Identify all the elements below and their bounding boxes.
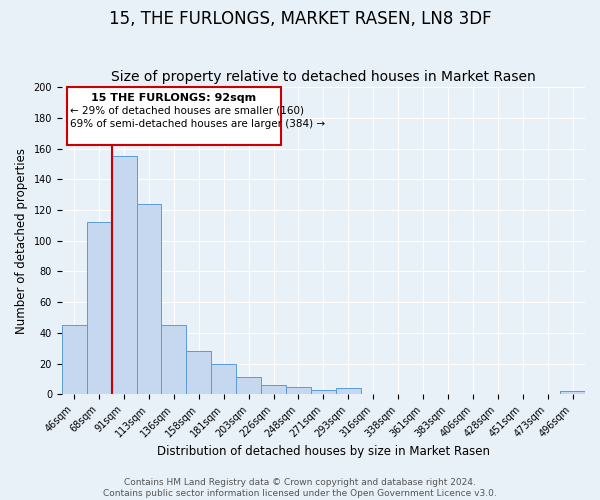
FancyBboxPatch shape: [67, 87, 281, 146]
Bar: [137, 204, 161, 394]
Bar: [211, 364, 236, 394]
Bar: [560, 391, 585, 394]
Bar: [261, 385, 286, 394]
Text: ← 29% of detached houses are smaller (160): ← 29% of detached houses are smaller (16…: [70, 106, 304, 116]
Text: Contains HM Land Registry data © Crown copyright and database right 2024.
Contai: Contains HM Land Registry data © Crown c…: [103, 478, 497, 498]
X-axis label: Distribution of detached houses by size in Market Rasen: Distribution of detached houses by size …: [157, 444, 490, 458]
Title: Size of property relative to detached houses in Market Rasen: Size of property relative to detached ho…: [111, 70, 536, 85]
Bar: [336, 388, 361, 394]
Y-axis label: Number of detached properties: Number of detached properties: [15, 148, 28, 334]
Bar: [236, 378, 261, 394]
Bar: [86, 222, 112, 394]
Bar: [311, 390, 336, 394]
Text: 15, THE FURLONGS, MARKET RASEN, LN8 3DF: 15, THE FURLONGS, MARKET RASEN, LN8 3DF: [109, 10, 491, 28]
Bar: [187, 352, 211, 395]
Bar: [286, 386, 311, 394]
Bar: [62, 325, 86, 394]
Text: 15 THE FURLONGS: 92sqm: 15 THE FURLONGS: 92sqm: [91, 93, 256, 103]
Bar: [112, 156, 137, 394]
Text: 69% of semi-detached houses are larger (384) →: 69% of semi-detached houses are larger (…: [70, 120, 326, 130]
Bar: [161, 325, 187, 394]
